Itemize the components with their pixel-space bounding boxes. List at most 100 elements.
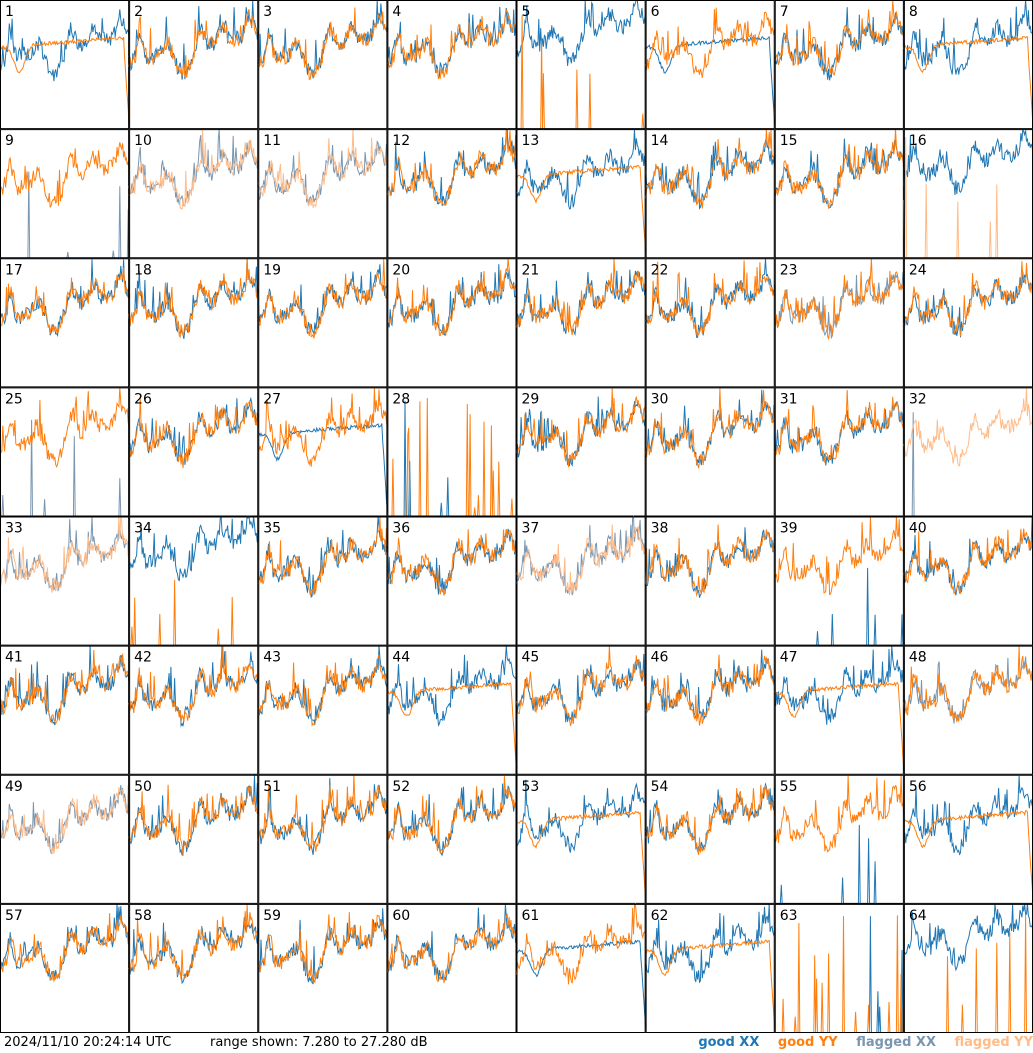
panel-43-border <box>258 645 388 775</box>
panel-16: 16 <box>903 128 1033 259</box>
panel-56-xx-line <box>903 775 1033 856</box>
panel-15: 15 <box>774 129 905 259</box>
panel-28-border <box>387 387 517 517</box>
panel-28-label: 28 <box>392 391 410 407</box>
panel-5-label: 5 <box>522 4 531 20</box>
panel-61-border <box>516 903 646 1033</box>
panel-51: 51 <box>257 774 388 904</box>
panel-53-border <box>516 774 646 904</box>
panel-46-border <box>645 645 775 775</box>
panel-44-yy-line <box>386 680 517 773</box>
panel-13: 13 <box>516 129 647 259</box>
panel-25: 25 <box>0 387 130 517</box>
panel-12-border <box>387 129 517 259</box>
panel-18: 18 <box>128 258 259 388</box>
panel-25-xx-line <box>0 419 130 517</box>
panel-5-xx-line <box>516 0 647 66</box>
panel-63-yy-line <box>774 915 904 1033</box>
panel-40-yy-line <box>903 528 1033 595</box>
panel-59-border <box>258 903 388 1033</box>
panel-29-yy-line <box>516 388 647 468</box>
panel-23-label: 23 <box>780 262 798 278</box>
panel-11: 11 <box>257 129 388 259</box>
panel-54-border <box>645 774 775 904</box>
panel-31-border <box>774 387 904 517</box>
panel-21-label: 21 <box>522 262 540 278</box>
panel-54-yy-line <box>645 784 776 856</box>
panel-55-xx-line <box>774 824 904 905</box>
panel-29-border <box>516 387 646 517</box>
panel-43-label: 43 <box>263 650 281 666</box>
panel-9-border <box>0 129 130 259</box>
panel-64-yy-line <box>903 914 1033 1033</box>
panel-6-border <box>645 0 775 130</box>
panel-15-yy-line <box>774 129 905 209</box>
panel-4: 4 <box>386 0 517 130</box>
panel-62-border <box>645 903 775 1033</box>
panel-51-yy-line <box>257 774 388 852</box>
panel-15-label: 15 <box>780 133 798 149</box>
panel-39-border <box>774 516 904 646</box>
panel-1-border <box>0 0 130 130</box>
panel-12-label: 12 <box>392 133 410 149</box>
panel-20-border <box>387 258 517 388</box>
panel-54: 54 <box>645 774 776 904</box>
panel-46-yy-line <box>645 654 776 726</box>
panel-13-label: 13 <box>522 133 540 149</box>
panel-32: 32 <box>903 387 1033 517</box>
panel-45-label: 45 <box>522 650 540 666</box>
panel-27-label: 27 <box>263 391 281 407</box>
panel-59: 59 <box>257 903 388 1033</box>
panel-60-yy-line <box>386 913 517 984</box>
panel-3-xx-line <box>257 0 388 79</box>
panel-34-xx-line <box>128 514 259 582</box>
panel-42-border <box>129 645 259 775</box>
panel-18-yy-line <box>128 258 259 339</box>
panel-20-label: 20 <box>392 262 410 278</box>
panel-49-border <box>0 774 130 904</box>
panel-35: 35 <box>257 516 388 646</box>
panel-9-label: 9 <box>5 133 14 149</box>
panel-16-label: 16 <box>909 133 927 149</box>
panel-56-yy-line <box>903 809 1033 899</box>
panel-19: 19 <box>257 258 388 388</box>
panel-38-xx-line <box>645 527 776 598</box>
panel-51-label: 51 <box>263 779 281 795</box>
panel-37-border <box>516 516 646 646</box>
panel-36-xx-line <box>386 528 517 595</box>
panel-10: 10 <box>128 129 259 259</box>
panel-29: 29 <box>516 387 647 517</box>
panel-11-yy-line <box>257 129 388 208</box>
panel-50-border <box>129 774 259 904</box>
panel-63: 63 <box>774 903 904 1033</box>
panel-26: 26 <box>128 387 259 517</box>
panel-57-yy-line <box>0 913 130 982</box>
panel-64: 64 <box>903 903 1033 1033</box>
panel-52-label: 52 <box>392 779 410 795</box>
panel-56: 56 <box>903 774 1033 904</box>
timestamp: 2024/11/10 20:24:14 UTC <box>4 1035 172 1050</box>
panel-47: 47 <box>774 645 905 775</box>
panel-5: 5 <box>516 0 647 130</box>
panel-50-label: 50 <box>134 779 152 795</box>
panel-49: 49 <box>0 774 130 904</box>
panel-36: 36 <box>386 516 517 646</box>
panel-42: 42 <box>128 645 259 775</box>
panel-24-yy-line <box>903 261 1033 337</box>
panel-4-border <box>387 0 517 130</box>
legend-flagged-yy: flagged YY <box>954 1035 1033 1050</box>
panel-8-xx-line <box>903 0 1033 75</box>
panel-39-yy-line <box>774 516 905 596</box>
panel-15-border <box>774 129 904 259</box>
panel-10-xx-line <box>128 129 259 207</box>
panel-43: 43 <box>257 645 388 775</box>
panel-47-border <box>774 645 904 775</box>
panel-59-yy-line <box>257 912 388 984</box>
panel-5-yy-line <box>516 15 646 130</box>
panel-30-yy-line <box>645 388 776 469</box>
panel-25-border <box>0 387 130 517</box>
panel-41-yy-line <box>0 649 130 725</box>
panel-34-border <box>129 516 259 646</box>
panel-36-border <box>387 516 517 646</box>
